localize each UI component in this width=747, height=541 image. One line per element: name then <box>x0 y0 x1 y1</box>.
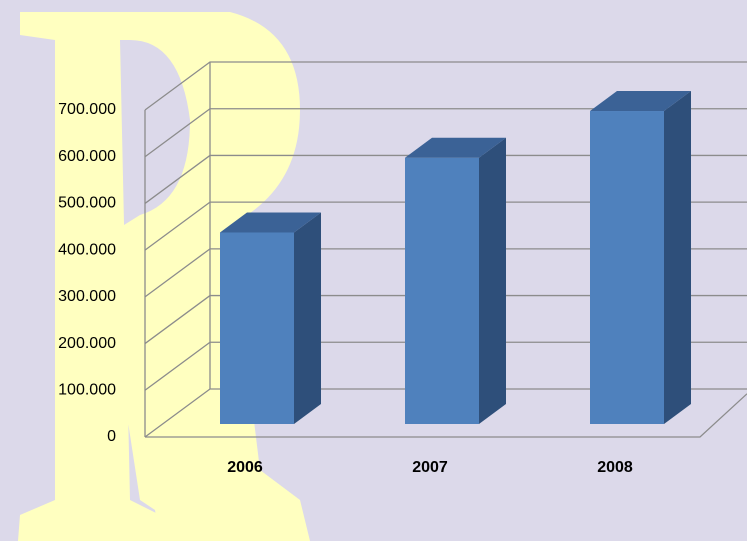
bar-side <box>294 212 321 424</box>
plot-area: 0 100.000 200.000 300.000 400.000 500.000 600.… <box>58 61 747 476</box>
y-tick-label: 600.000 <box>58 148 116 165</box>
y-tick-label: 400.000 <box>58 241 116 258</box>
y-tick-label: 300.000 <box>58 288 116 305</box>
grid-line <box>144 108 747 158</box>
grid-line <box>144 294 747 345</box>
grid-line <box>144 61 747 111</box>
y-tick-label: 700.000 <box>58 101 116 118</box>
floor <box>145 393 747 438</box>
y-tick-label: 100.000 <box>58 382 116 399</box>
x-tick-label: 2008 <box>597 459 633 476</box>
bar <box>590 111 664 424</box>
y-tick-label: 0 <box>107 428 116 445</box>
grid-line <box>144 248 747 298</box>
bar-top <box>590 91 691 112</box>
bar-side <box>664 91 691 424</box>
grid-line <box>144 154 747 204</box>
x-tick-label: 2006 <box>227 459 263 476</box>
bar-top <box>405 137 506 158</box>
grid-line <box>144 388 747 438</box>
y-tick-label: 500.000 <box>58 195 116 212</box>
bar-side <box>479 137 506 424</box>
grid-line <box>144 341 747 391</box>
bar <box>405 157 479 424</box>
y-tick-label: 200.000 <box>58 335 116 352</box>
bar <box>220 232 294 424</box>
bar-top <box>220 212 321 233</box>
side-wall <box>144 62 211 437</box>
x-tick-label: 2007 <box>412 459 448 476</box>
grid-line <box>144 201 747 251</box>
